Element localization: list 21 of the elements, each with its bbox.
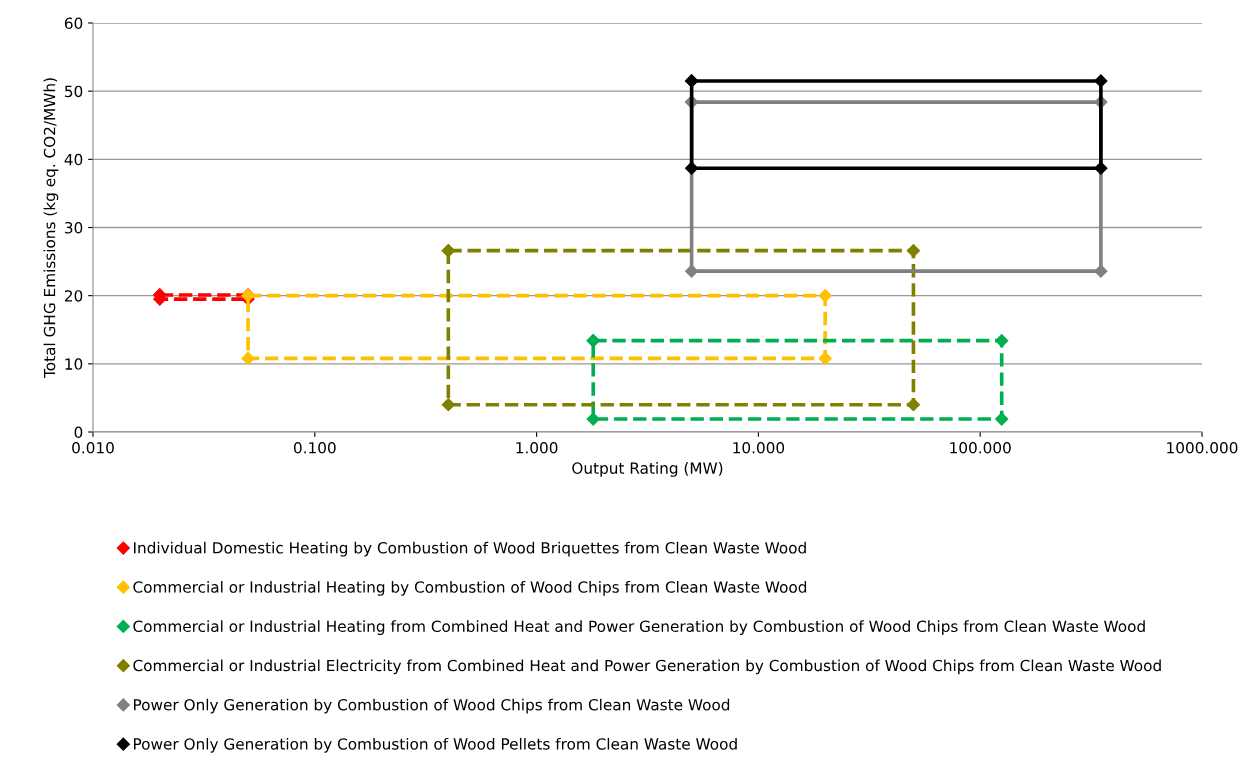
y-axis-title: Total GHG Emissions (kg eq. CO2/MWh) [43,78,59,379]
legend-label: Commercial or Industrial Heating by Combustion of Wood Chips from Clean Waste Wood [133,580,807,596]
legend-label: Commercial or Industrial Electricity from Combined Heat and Power Generation by Combustion of Wood Chips from Clean Waste Wood [133,659,1161,675]
y-tick-label: 30 [65,221,83,234]
y-tick-label: 40 [64,153,83,166]
x-tick-label: 0.010 [72,441,114,454]
legend-label: Power Only Generation by Combustion of Wood Chips from Clean Waste Wood [134,698,730,714]
x-tick-label: 10.000 [733,441,785,454]
x-tick-label: 1000.000 [1167,441,1238,454]
x-axis-title: Output Rating (MW) [572,462,723,477]
legend-label: Individual Domestic Heating by Combustion of Wood Briquettes from Clean Waste Wood [134,541,806,557]
x-tick-label: 1.000 [516,441,558,454]
y-tick-label: 0 [74,426,83,439]
y-tick-label: 60 [64,17,83,30]
legend-label: Commercial or Industrial Heating from Combined Heat and Power Generation by Combustion of Wood Chips from Clean Waste Wood [133,620,1145,635]
x-tick-label: 0.100 [293,441,336,454]
legend-label: Power Only Generation by Combustion of Wood Pellets from Clean Waste Wood [134,737,737,753]
y-tick-label: 20 [64,290,83,302]
x-tick-label: 100.000 [950,441,1011,454]
y-tick-label: 10 [65,358,83,370]
y-tick-label: 50 [65,85,83,98]
